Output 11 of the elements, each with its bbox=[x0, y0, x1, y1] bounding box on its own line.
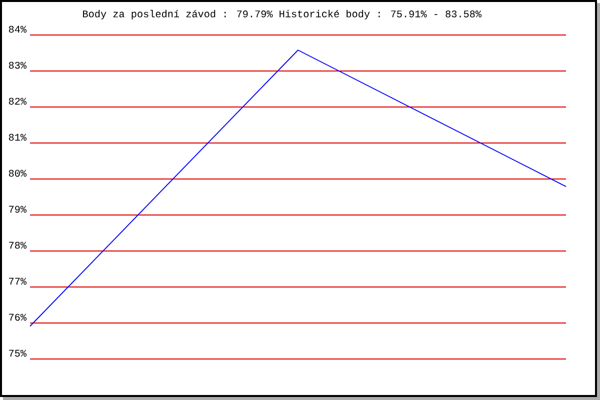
y-tick-label: 83% bbox=[8, 62, 27, 69]
y-tick-label: 84% bbox=[8, 26, 27, 33]
y-tick-label: 75% bbox=[9, 350, 27, 357]
y-tick-label: 77% bbox=[9, 278, 27, 285]
y-tick-label: 80% bbox=[8, 170, 27, 177]
chart-title: Body za poslední závod : 79.79% Historické body : 75.91% - 83.58% bbox=[83, 10, 482, 20]
y-tick-label: 82% bbox=[8, 98, 27, 105]
y-tick-label: 76% bbox=[9, 314, 27, 321]
y-tick-label: 78% bbox=[9, 242, 27, 249]
y-tick-label: 79% bbox=[9, 206, 27, 213]
y-tick-label: 81% bbox=[8, 134, 27, 141]
